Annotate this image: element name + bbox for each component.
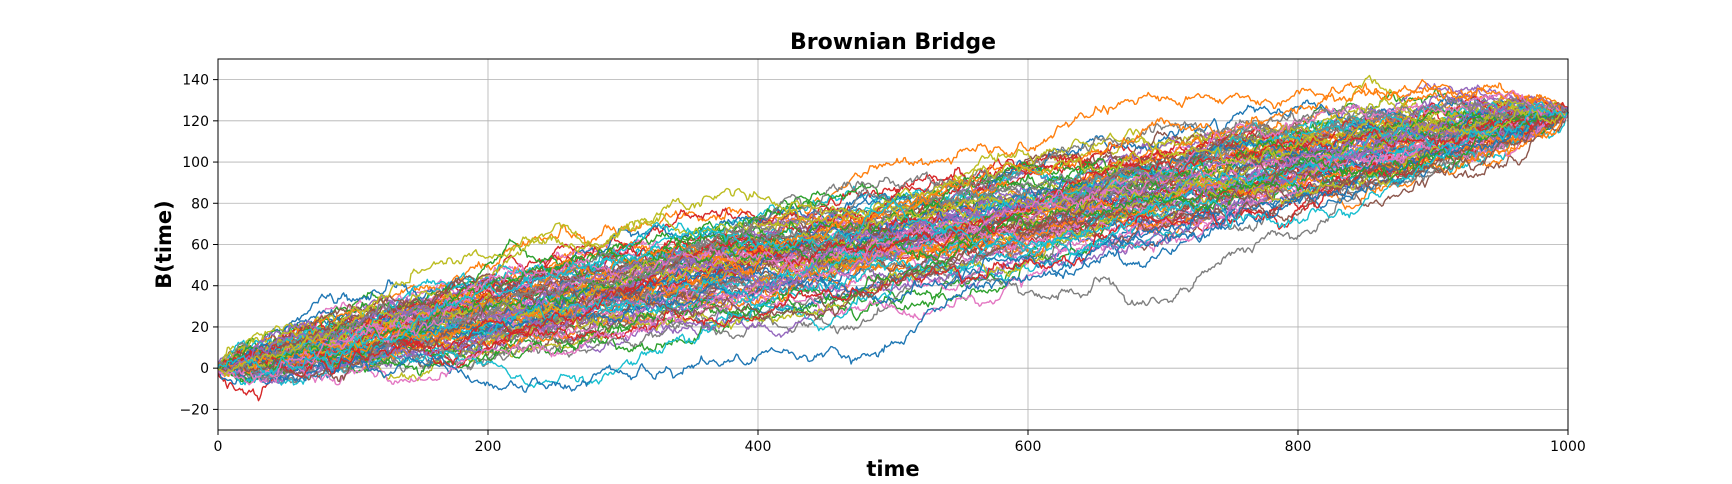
y-tick-label: 100 (182, 155, 209, 171)
x-axis-label: time (866, 457, 919, 480)
series-line (217, 101, 1569, 372)
y-tick-label: 120 (182, 114, 209, 130)
x-tick-label: 200 (475, 439, 502, 455)
y-tick-label: 40 (191, 279, 209, 295)
x-tick-label: 0 (214, 439, 223, 455)
series-line (217, 98, 1569, 370)
series-line (217, 78, 1569, 369)
series-layer (217, 74, 1569, 402)
series-line (217, 111, 1569, 393)
y-tick-label: 0 (200, 361, 209, 377)
chart-title: Brownian Bridge (790, 30, 996, 55)
x-tick-label: 400 (745, 439, 772, 455)
y-tick-label: 80 (191, 196, 209, 212)
series-line (217, 105, 1569, 376)
y-tick-label: −20 (179, 402, 209, 418)
x-tick-label: 600 (1015, 439, 1042, 455)
y-tick-label: 60 (191, 238, 209, 254)
series-line (217, 111, 1569, 378)
x-tick-label: 1000 (1550, 439, 1586, 455)
series-line (217, 112, 1569, 385)
series-line (217, 93, 1569, 377)
series-line (217, 97, 1569, 372)
series-line (217, 102, 1569, 369)
y-tick-label: 140 (182, 73, 209, 89)
series-line (217, 109, 1569, 383)
series-line (217, 109, 1569, 386)
tick-layer: 0 200 400 600 800 1000 −20 0 20 40 60 80 100 120 140 (179, 73, 1585, 455)
series-line (217, 110, 1569, 369)
y-tick-label: 20 (191, 320, 209, 336)
y-axis-label: B(time) (152, 200, 176, 289)
x-tick-label: 800 (1285, 439, 1312, 455)
